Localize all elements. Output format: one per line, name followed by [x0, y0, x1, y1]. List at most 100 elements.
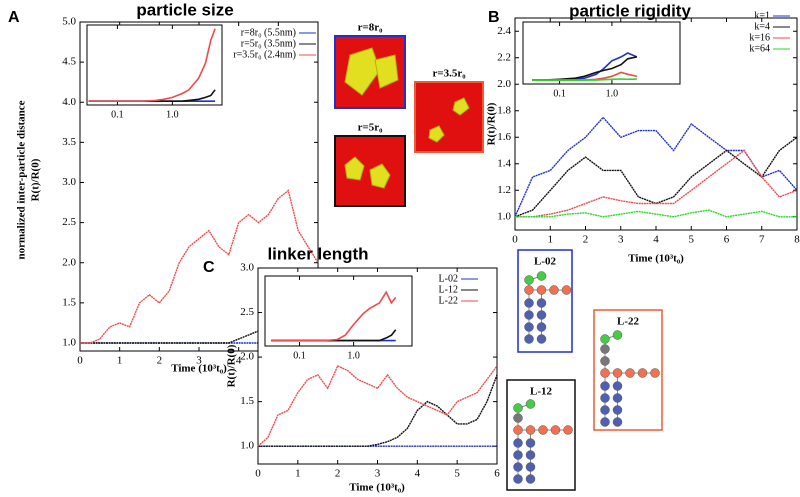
- bead: [525, 425, 536, 435]
- x-tick-label: 2: [157, 355, 163, 367]
- bead: [536, 310, 547, 320]
- series-line: [257, 365, 498, 447]
- x-tick-label: 0.1: [553, 88, 566, 99]
- bead: [513, 425, 523, 435]
- y-tick-label: 4.0: [62, 96, 76, 108]
- y-tick-label: 2.2: [497, 51, 511, 63]
- legend-label: r=5r₀ (3.5nm): [241, 38, 296, 49]
- bead: [612, 393, 623, 403]
- bead: [625, 368, 635, 378]
- bead: [524, 298, 534, 308]
- y-tick-label: 2.0: [240, 351, 254, 363]
- bead: [513, 413, 523, 423]
- nanoparticle: [374, 54, 399, 89]
- panel-letter: B: [488, 9, 500, 26]
- series-line: [258, 374, 498, 447]
- nanoparticle: [344, 156, 365, 181]
- bead: [513, 403, 523, 413]
- bead: [600, 344, 610, 354]
- bead: [536, 322, 547, 332]
- x-tick-label: 4: [415, 468, 421, 480]
- y-tick-label: 1.6: [497, 131, 511, 143]
- bead: [563, 425, 573, 435]
- series-line: [271, 290, 397, 342]
- y-tick-label: 1.2: [497, 184, 511, 196]
- y-axis-label: normalized inter-particle distance: [16, 100, 28, 259]
- bead: [513, 450, 523, 460]
- y-tick-label: 5.0: [62, 16, 76, 28]
- series-line: [515, 149, 798, 218]
- chart-title: linker length: [267, 244, 368, 263]
- y-tick-label: 2.5: [240, 306, 254, 318]
- linker-box: [517, 249, 573, 353]
- bead: [561, 285, 572, 295]
- x-tick-label: 1: [117, 355, 123, 367]
- y-axis-label: R(t)/R(0): [226, 344, 238, 387]
- inset-frame: [264, 275, 413, 347]
- y-tick-label: 1.4: [497, 157, 511, 169]
- y-axis-label: R(t)/R(0): [30, 158, 42, 201]
- bead: [524, 310, 534, 320]
- legend-label: r=3.5r₀ (2.4nm): [233, 49, 296, 60]
- bead: [650, 368, 660, 378]
- bead: [600, 334, 610, 344]
- x-tick-label: 6: [494, 468, 500, 480]
- y-tick-label: 3.0: [240, 262, 254, 274]
- bead: [600, 417, 610, 427]
- series-line: [515, 209, 797, 218]
- series-line: [532, 78, 637, 81]
- nanoparticle: [369, 163, 391, 189]
- nanoparticle: [428, 125, 445, 143]
- bead: [536, 271, 547, 281]
- x-tick-label: 5: [454, 468, 460, 480]
- bead: [513, 438, 523, 448]
- snapshot-label: r=3.5r₀: [432, 68, 466, 80]
- bead: [525, 399, 536, 409]
- y-tick-label: 1.5: [62, 296, 76, 308]
- x-tick-label: 1.0: [347, 350, 360, 361]
- bead: [524, 285, 534, 295]
- bead: [525, 450, 536, 460]
- linker-label: L-12: [530, 386, 553, 398]
- x-tick-label: 1: [295, 468, 301, 480]
- x-tick-label: 1.0: [606, 88, 619, 99]
- linker-label: L-22: [617, 316, 640, 328]
- y-tick-label: 2.4: [497, 25, 511, 37]
- linker-label: L-02: [534, 256, 557, 268]
- y-tick-label: 2.0: [497, 78, 511, 90]
- x-tick-label: 1: [548, 234, 554, 246]
- y-tick-label: 1.8: [497, 104, 511, 116]
- x-tick-label: 0: [512, 234, 518, 246]
- bead: [600, 368, 610, 378]
- x-tick-label: 4: [653, 234, 659, 246]
- legend-label: k=16: [749, 32, 770, 43]
- bead: [525, 438, 536, 448]
- x-tick-label: 0.1: [111, 109, 124, 120]
- x-tick-label: 0: [255, 468, 261, 480]
- nanoparticle: [344, 47, 381, 96]
- y-tick-label: 1.0: [240, 440, 254, 452]
- legend-label: L-02: [439, 273, 458, 284]
- bead: [612, 417, 623, 427]
- x-axis-label: Time (10³t₀): [171, 363, 227, 375]
- y-tick-label: 2.5: [62, 216, 76, 228]
- bead: [513, 474, 523, 484]
- x-axis-label: Time (10³t₀): [628, 253, 684, 265]
- y-tick-label: 1.5: [240, 395, 254, 407]
- bead: [600, 405, 610, 415]
- bead: [612, 368, 623, 378]
- snapshot: [414, 81, 484, 153]
- legend-label: k=64: [749, 43, 770, 54]
- inset-frame: [522, 21, 681, 85]
- inset-frame: [86, 24, 223, 106]
- x-tick-label: 2: [335, 468, 341, 480]
- bead: [600, 356, 610, 366]
- x-tick-label: 4: [236, 355, 242, 367]
- bead: [612, 405, 623, 415]
- y-tick-label: 1.0: [497, 210, 511, 222]
- bead: [513, 462, 523, 472]
- bead: [549, 285, 559, 295]
- bead: [637, 368, 648, 378]
- x-tick-label: 3: [618, 234, 624, 246]
- bead: [536, 285, 547, 295]
